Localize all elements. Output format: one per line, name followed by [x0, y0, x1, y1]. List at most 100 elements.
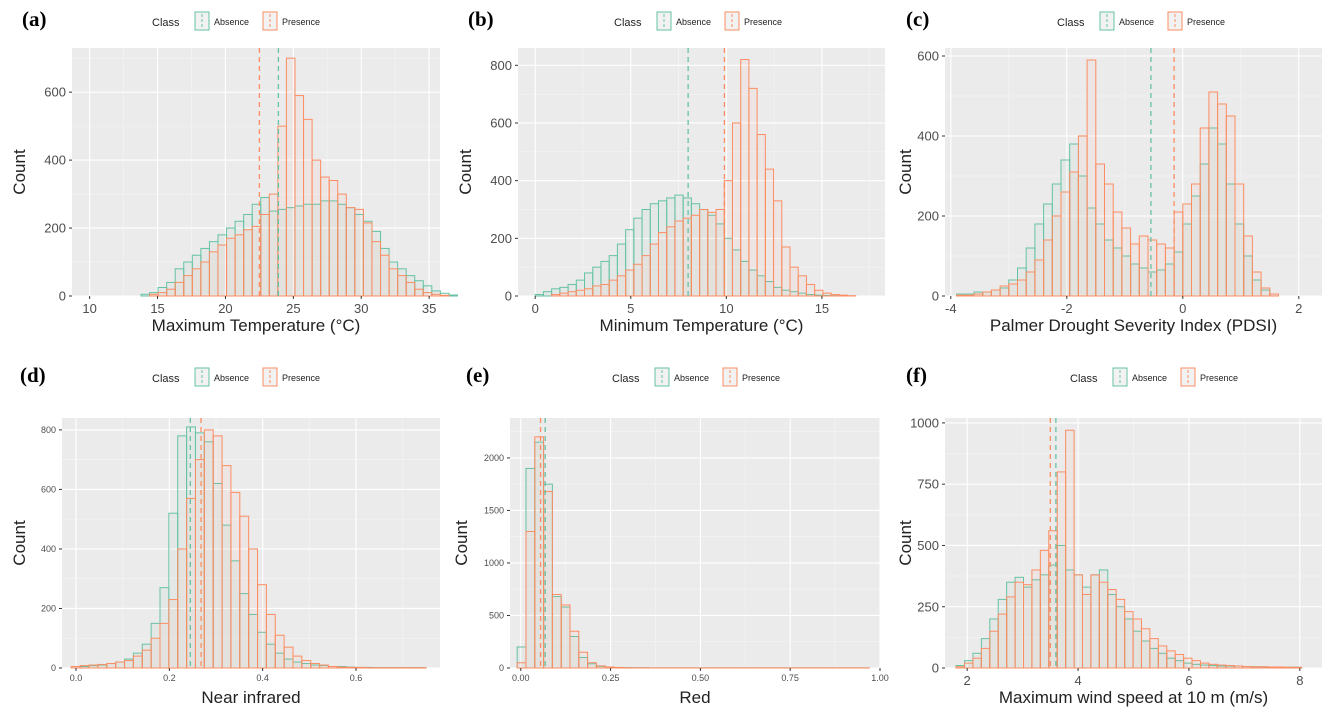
axes: 0 5 10 15 0 200 400 600 800 — [490, 58, 829, 316]
presence-bar — [973, 293, 984, 297]
presence-bar — [600, 283, 610, 297]
axes: 10 15 20 25 30 35 0 200 400 600 — [44, 85, 436, 316]
x-axis-title: Palmer Drought Severity Index (PDSI) — [990, 316, 1277, 335]
presence-bar — [715, 208, 725, 297]
presence-bar — [1225, 665, 1235, 669]
presence-bar — [1225, 115, 1236, 297]
legend: Class Absence Presence — [614, 11, 782, 31]
presence-bar — [534, 436, 545, 669]
y-tick-label: 200 — [917, 209, 939, 224]
presence-bar — [1173, 211, 1184, 297]
plot-background — [72, 48, 440, 296]
presence-bar — [159, 622, 170, 669]
presence-bar — [186, 497, 196, 669]
presence-bar — [1077, 135, 1088, 297]
y-axis-title: Count — [456, 149, 475, 195]
presence-bar — [560, 604, 571, 669]
presence-bar — [106, 663, 117, 669]
presence-bar — [838, 294, 849, 297]
y-tick-label: 0 — [51, 663, 56, 673]
presence-bar — [217, 244, 228, 297]
presence-bar — [336, 666, 347, 669]
presence-bar — [1191, 183, 1201, 297]
y-tick-label: 500 — [917, 538, 939, 553]
presence-bar — [748, 87, 758, 297]
presence-bar — [756, 134, 766, 297]
presence-bar — [1138, 235, 1149, 297]
presence-bar — [830, 294, 840, 297]
x-tick-label: 1.00 — [871, 673, 889, 683]
presence-bar — [1095, 163, 1106, 297]
presence-bar — [1164, 247, 1175, 297]
presence-bar — [97, 663, 108, 669]
presence-bar — [1017, 279, 1027, 297]
presence-bar — [964, 294, 975, 297]
presence-bar — [980, 647, 991, 669]
presence-bar — [633, 263, 643, 297]
presence-bar — [1056, 471, 1067, 669]
y-tick-label: 0 — [932, 661, 939, 676]
presence-bar — [79, 665, 90, 669]
presence-bar — [277, 125, 287, 297]
presence-bar — [625, 269, 635, 297]
presence-bar — [257, 584, 267, 669]
chart-b: (b) Class Absence Presence 0 5 10 15 0 200 400 600 8… — [456, 7, 885, 335]
x-tick-label: 0.75 — [781, 673, 799, 683]
x-tick-label: 0.50 — [692, 673, 710, 683]
presence-bar — [115, 661, 126, 669]
presence-bar — [166, 288, 176, 297]
y-tick-label: 200 — [41, 604, 56, 614]
presence-bar — [805, 283, 816, 297]
y-axis-title: Count — [452, 520, 471, 566]
y-tick-label: 400 — [917, 129, 939, 144]
presence-bar — [303, 118, 313, 297]
presence-bar — [1243, 235, 1253, 297]
presence-bar — [265, 613, 276, 669]
chart-d: (d) Class Absence Presence 0.0 0.2 0.4 0.6 0 200 4… — [10, 363, 440, 707]
x-tick-label: 0 — [532, 301, 539, 316]
y-tick-label: 200 — [44, 221, 66, 236]
presence-bar — [132, 655, 143, 669]
presence-bar — [997, 613, 1008, 669]
x-tick-label: 5 — [627, 301, 634, 316]
presence-bar — [595, 665, 606, 669]
legend: Class Absence Presence — [612, 367, 780, 387]
presence-bar — [641, 255, 651, 297]
presence-bar — [362, 222, 373, 297]
y-tick-label: 2000 — [484, 453, 504, 463]
presence-bar — [345, 207, 356, 297]
x-tick-label: 0.4 — [256, 673, 269, 683]
presence-bar — [797, 275, 807, 297]
plot-background — [518, 48, 885, 296]
presence-bar — [1060, 191, 1071, 297]
legend-title: Class — [612, 373, 640, 385]
presence-bar — [608, 279, 618, 297]
presence-bar — [1260, 287, 1271, 297]
y-tick-label: 250 — [917, 599, 939, 614]
presence-bar — [1025, 271, 1036, 297]
panel-label: (d) — [20, 363, 46, 387]
legend: Class Absence Presence — [1057, 11, 1225, 31]
presence-bar — [1124, 611, 1134, 669]
legend-label-presence: Presence — [742, 373, 780, 383]
x-tick-label: 4 — [1074, 673, 1081, 688]
presence-bar — [1269, 293, 1279, 297]
presence-bar — [551, 294, 561, 297]
x-tick-label: 0.25 — [602, 673, 620, 683]
legend: Class Absence Presence — [152, 367, 320, 387]
y-tick-label: 800 — [490, 58, 512, 73]
presence-bar — [248, 548, 259, 669]
presence-bar — [177, 548, 188, 669]
presence-bar — [1156, 243, 1166, 297]
presence-bar — [292, 655, 303, 669]
legend-label-absence: Absence — [1132, 373, 1167, 383]
axes: -4 -2 0 2 0 200 400 600 — [917, 49, 1302, 316]
presence-bar — [1008, 283, 1019, 297]
panel-b: (b) Class Absence Presence 0 5 10 15 0 200 400 600 8… — [446, 0, 892, 356]
presence-bar — [1098, 581, 1109, 669]
histogram-bars — [516, 436, 870, 669]
panel-f: (f) Class Absence Presence 2 4 6 8 0 250 500 750 100… — [892, 356, 1337, 712]
presence-bar — [1115, 598, 1126, 669]
y-tick-label: 400 — [490, 173, 512, 188]
